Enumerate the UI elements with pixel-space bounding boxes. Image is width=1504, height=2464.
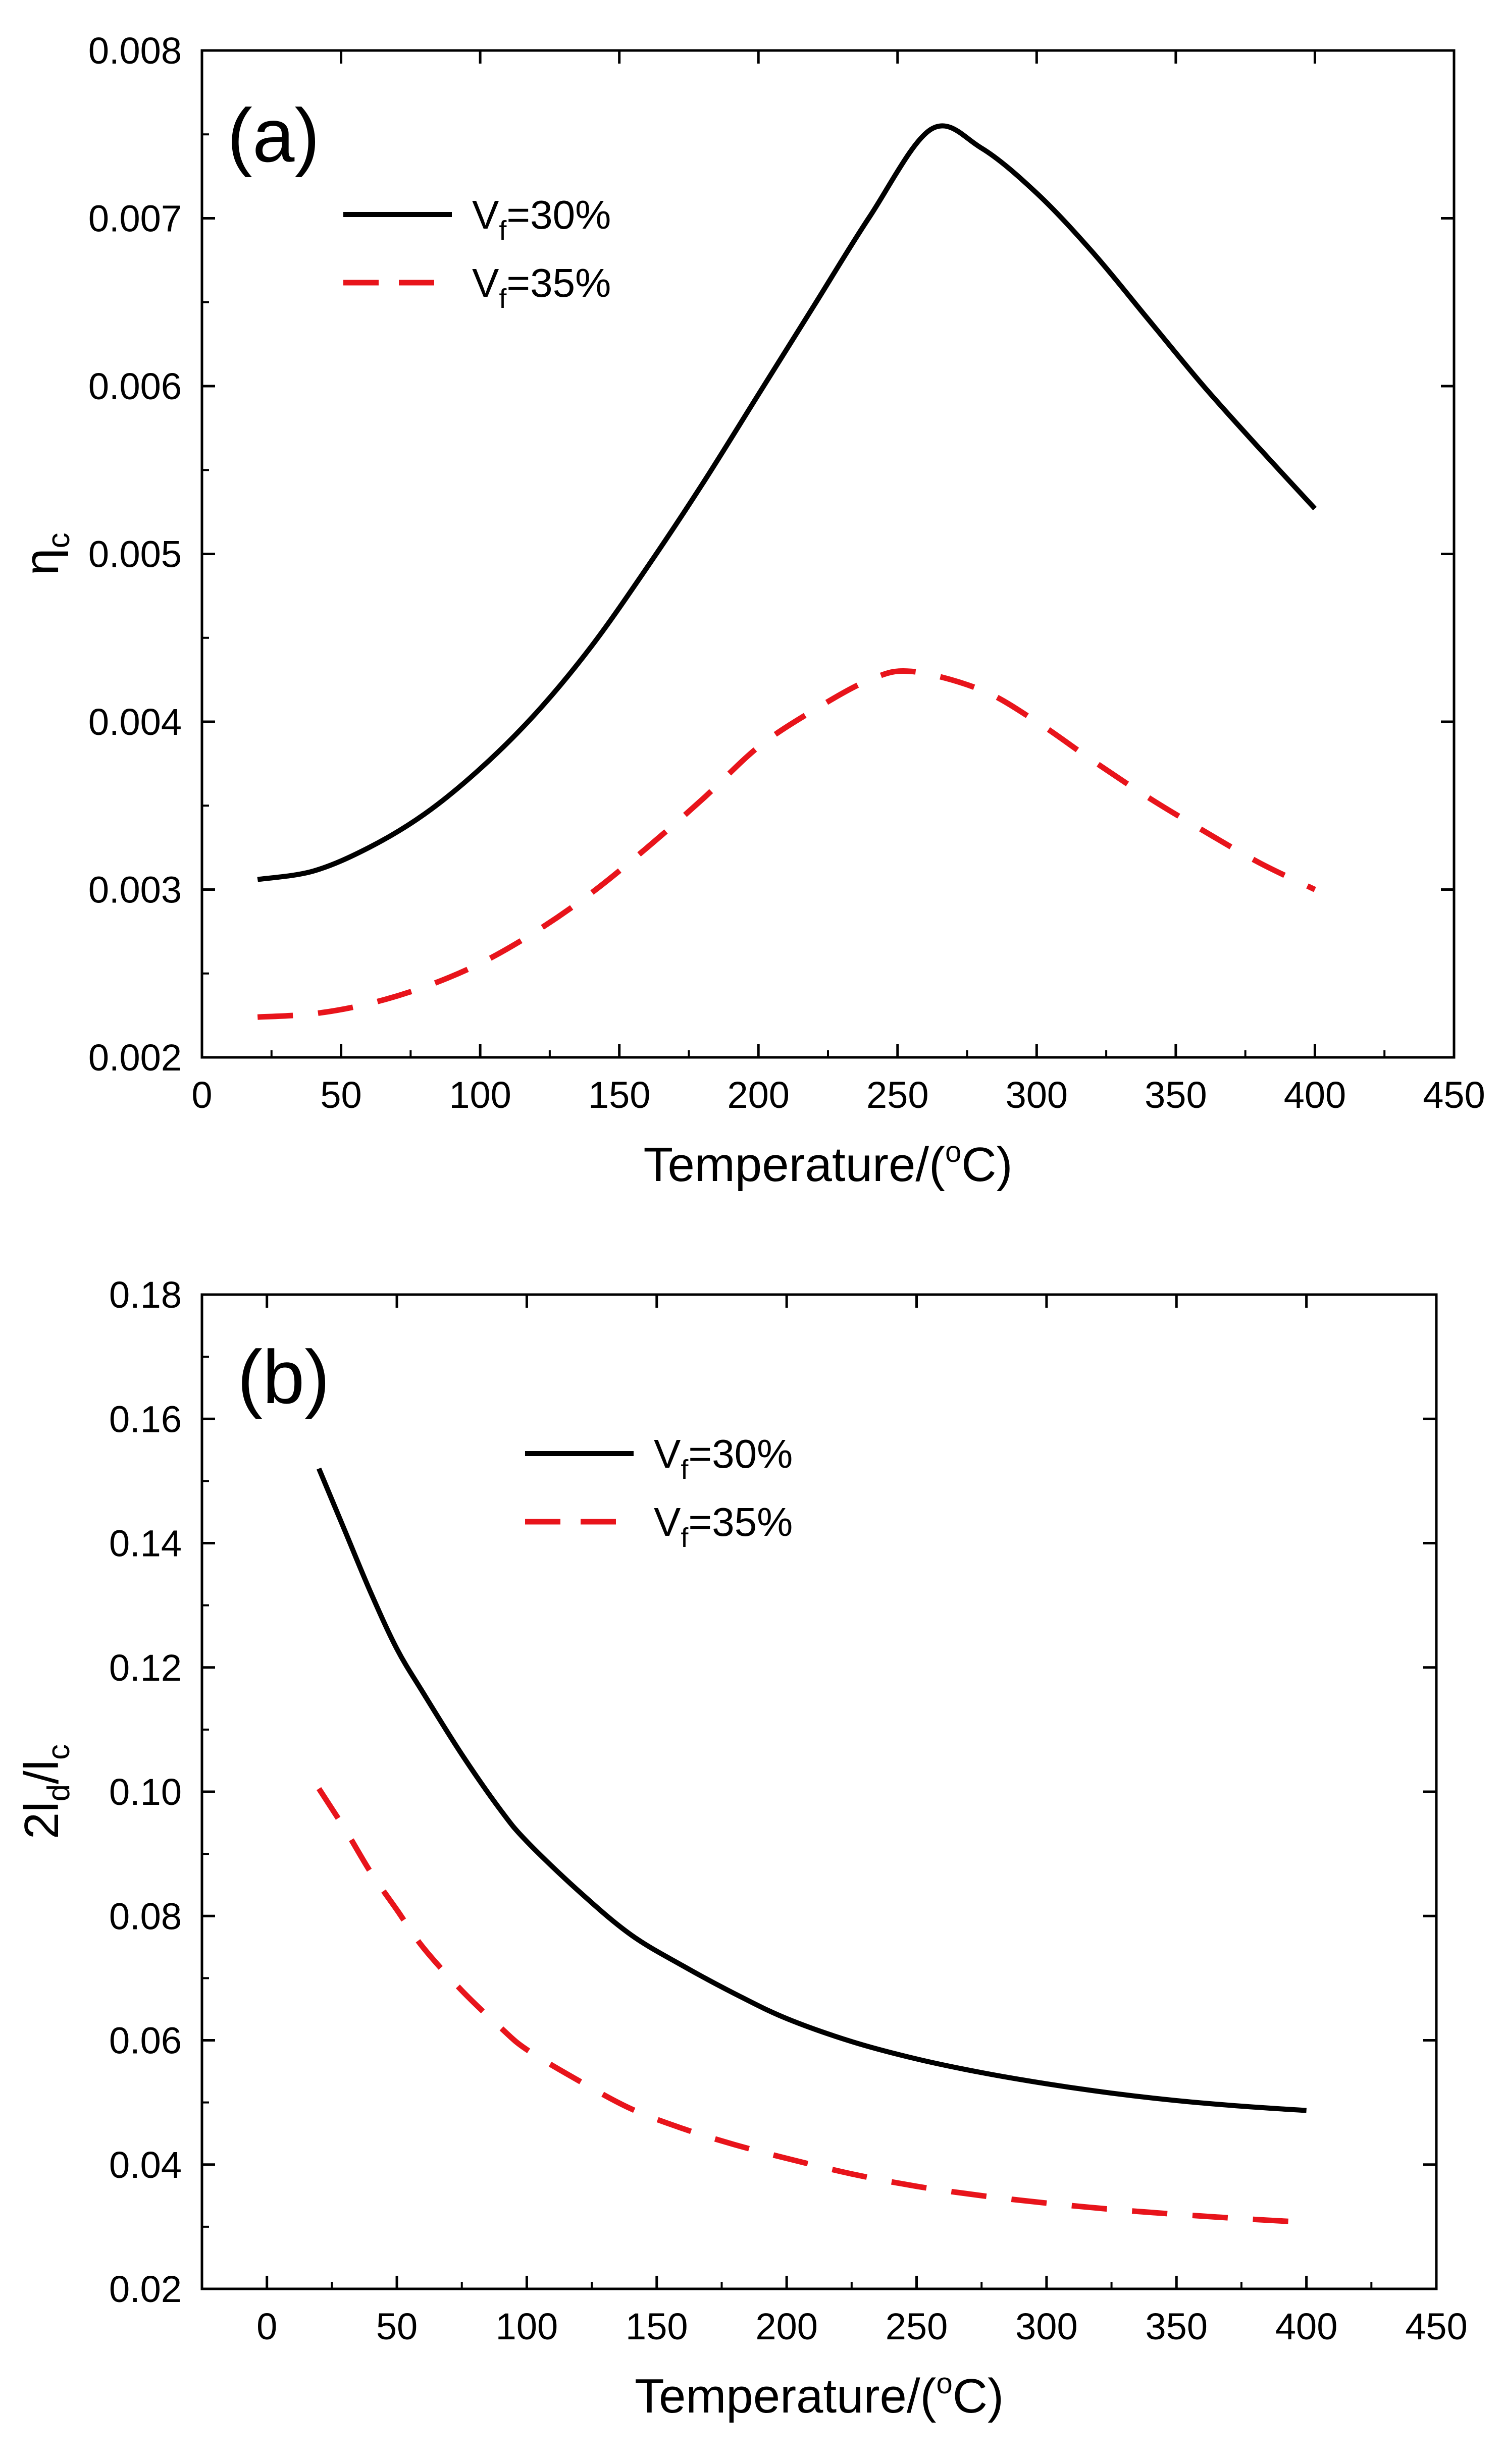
x-tick-label: 0 xyxy=(191,1074,212,1116)
y-tick-label: 0.008 xyxy=(88,30,182,72)
legend-label-tail: =35% xyxy=(506,260,611,305)
x-tick-label: 300 xyxy=(1006,1074,1068,1116)
panel-label: (a) xyxy=(227,93,320,178)
legend-label: Vf=30% xyxy=(654,1431,793,1485)
x-axis-title: Temperature/(oC) xyxy=(643,1136,1012,1192)
y-axis-title-mid: /l xyxy=(15,1760,69,1784)
x-tick-label: 450 xyxy=(1423,1074,1485,1116)
plot-frame xyxy=(200,1293,1438,2290)
series-line-vf30 xyxy=(317,1467,1307,2113)
panel-a: 0 50 100 150 200 250 300 350 400 450 0.002 0.003 0.0… xyxy=(15,30,1485,1192)
y-axis-title: 2ld/lc xyxy=(15,1744,76,1839)
x-axis-title-sup: o xyxy=(937,2367,953,2400)
x-axis-title-sup: o xyxy=(945,1136,961,1168)
y-tick-label: 0.006 xyxy=(88,365,182,407)
x-tick-label: 50 xyxy=(376,2306,418,2347)
legend-label-main: V xyxy=(472,192,499,237)
x-tick-label: 250 xyxy=(886,2306,948,2347)
y-axis-title: ηc xyxy=(15,532,76,575)
y-tick-label: 0.16 xyxy=(109,1398,182,1440)
y-tick-label: 0.007 xyxy=(88,198,182,240)
x-tick-label: 50 xyxy=(320,1074,361,1116)
y-tick-label: 0.02 xyxy=(109,2268,182,2310)
legend-label: Vf=30% xyxy=(472,192,611,246)
x-axis-title-tail: C) xyxy=(961,1138,1012,1192)
legend-label: Vf=35% xyxy=(654,1499,793,1553)
y-axis-title-main: η xyxy=(15,548,69,575)
x-tick-label: 400 xyxy=(1284,1074,1346,1116)
x-tick-label: 150 xyxy=(626,2306,688,2347)
y-tick-label: 0.08 xyxy=(109,1895,182,1937)
x-tick-label: 100 xyxy=(449,1074,511,1116)
y-tick-label: 0.06 xyxy=(109,2020,182,2062)
legend-label-tail: =35% xyxy=(688,1499,793,1544)
plot-frame xyxy=(200,49,1456,1059)
series-line-vf35 xyxy=(317,1787,1307,2225)
x-tick-label: 350 xyxy=(1146,2306,1208,2347)
legend-label-sub: f xyxy=(681,1523,689,1553)
y-axis-title-sub: d xyxy=(41,1784,76,1801)
x-tick-label: 450 xyxy=(1405,2306,1467,2347)
x-tick-label: 0 xyxy=(256,2306,277,2347)
x-tick-label: 250 xyxy=(866,1074,928,1116)
legend-label-sub: f xyxy=(681,1455,689,1485)
y-tick-label: 0.14 xyxy=(109,1523,182,1565)
series-line-vf35 xyxy=(257,668,1316,1020)
y-axis-title-sub: c xyxy=(41,532,76,548)
series-line-vf30 xyxy=(257,123,1317,882)
legend-label-main: V xyxy=(654,1431,681,1476)
x-tick-label: 400 xyxy=(1275,2306,1337,2347)
x-tick-label: 100 xyxy=(496,2306,558,2347)
y-tick-label: 0.12 xyxy=(109,1647,182,1689)
y-tick-label: 0.003 xyxy=(88,869,182,911)
x-axis-title: Temperature/(oC) xyxy=(635,2367,1004,2423)
x-tick-label: 200 xyxy=(755,2306,817,2347)
legend-label: Vf=35% xyxy=(472,260,611,314)
x-tick-label: 200 xyxy=(727,1074,789,1116)
x-axis-title-main: Temperature/( xyxy=(643,1138,945,1192)
y-axis-title-sub2: c xyxy=(41,1744,76,1760)
x-tick-label: 300 xyxy=(1015,2306,1077,2347)
legend-label-sub: f xyxy=(499,216,507,246)
y-tick-label: 0.18 xyxy=(109,1274,182,1316)
x-axis-title-main: Temperature/( xyxy=(635,2369,937,2423)
y-axis-title-main: 2l xyxy=(15,1801,69,1839)
panel-label: (b) xyxy=(237,1334,330,1419)
legend-label-main: V xyxy=(472,260,499,305)
legend-label-tail: =30% xyxy=(688,1431,793,1476)
x-tick-label: 350 xyxy=(1145,1074,1207,1116)
y-tick-label: 0.04 xyxy=(109,2144,182,2186)
panel-b: 0 50 100 150 200 250 300 350 400 450 0.02 0.04 0.06 0… xyxy=(15,1274,1468,2423)
y-tick-label: 0.10 xyxy=(109,1771,182,1813)
y-tick-label: 0.002 xyxy=(88,1037,182,1079)
x-tick-label: 150 xyxy=(588,1074,650,1116)
x-axis-title-tail: C) xyxy=(953,2369,1004,2423)
y-tick-label: 0.004 xyxy=(88,701,182,743)
legend-label-sub: f xyxy=(499,284,507,314)
y-tick-label: 0.005 xyxy=(88,533,182,575)
legend-label-main: V xyxy=(654,1499,681,1544)
legend-label-tail: =30% xyxy=(506,192,611,237)
